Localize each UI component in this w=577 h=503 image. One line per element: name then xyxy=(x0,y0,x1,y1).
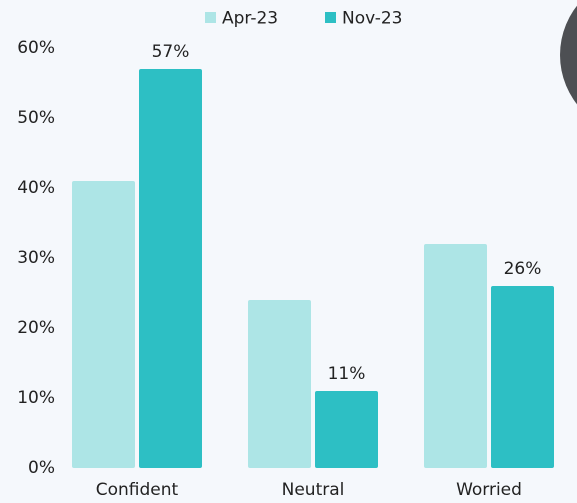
bar xyxy=(139,69,202,468)
bar xyxy=(248,300,311,468)
decorative-circle xyxy=(560,5,577,105)
y-tick-label: 60% xyxy=(17,38,55,58)
y-tick-label: 30% xyxy=(17,248,55,268)
legend-label: Apr-23 xyxy=(222,9,278,29)
value-label: 57% xyxy=(152,42,190,62)
y-tick-label: 40% xyxy=(17,178,55,198)
x-tick-label: Neutral xyxy=(282,480,345,500)
legend-swatch xyxy=(205,12,216,23)
legend-label: Nov-23 xyxy=(342,9,403,29)
bar xyxy=(72,181,135,468)
x-tick-label: Worried xyxy=(456,480,522,500)
bar xyxy=(315,391,378,468)
x-tick-label: Confident xyxy=(96,480,179,500)
bar xyxy=(491,286,554,468)
y-tick-label: 10% xyxy=(17,388,55,408)
y-tick-label: 20% xyxy=(17,318,55,338)
y-tick-label: 50% xyxy=(17,108,55,128)
y-tick-label: 0% xyxy=(28,458,55,478)
value-label: 26% xyxy=(504,259,542,279)
legend-swatch xyxy=(325,12,336,23)
bar xyxy=(424,244,487,468)
value-label: 11% xyxy=(328,364,366,384)
